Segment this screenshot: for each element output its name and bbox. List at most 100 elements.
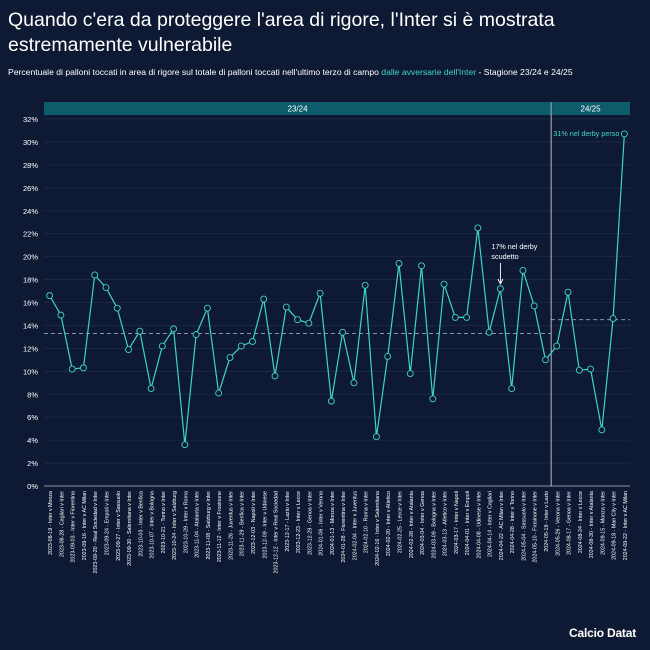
data-point — [372, 433, 380, 441]
chart-title: Quando c'era da proteggere l'area di rig… — [8, 9, 555, 56]
y-tick-label: 2% — [27, 459, 38, 468]
x-tick-label: 2024-08-17 - Genoa v Inter — [567, 491, 573, 555]
x-tick-label: 2023-12-29 - Genoa v Inter — [307, 491, 313, 555]
x-tick-label: 2024-05-19 - Inter v Lazio — [544, 491, 550, 552]
data-point — [316, 289, 324, 297]
subtitle-text: Percentuale di palloni toccati in area d… — [8, 67, 382, 77]
data-point — [125, 346, 132, 353]
y-tick-label: 30% — [23, 138, 38, 147]
data-point — [519, 266, 527, 274]
x-tick-label: 2024-01-28 - Fiorentina v Inter — [341, 491, 347, 563]
data-point — [463, 313, 471, 321]
x-tick-label: 2024-03-13 - Atletico v Inter — [443, 491, 449, 556]
x-tick-label: 2023-09-20 - Real Sociedad v Inter — [93, 491, 99, 574]
x-tick-label: 2024-09-18 - Man City v Inter — [612, 491, 618, 560]
y-tick-label: 24% — [23, 207, 38, 216]
x-tick-label: 2024-01-06 - Inter v Verona — [319, 491, 325, 556]
data-point — [553, 342, 561, 350]
data-point — [170, 325, 178, 333]
data-point — [384, 352, 392, 360]
data-point — [339, 328, 347, 336]
x-tick-label: 2024-01-13 - Monza v Inter — [330, 491, 336, 555]
subtitle-highlight: dalle avversarie dell'Inter — [381, 67, 477, 77]
x-tick-label: 2024-02-10 - Roma v Inter — [364, 491, 370, 553]
x-tick-label: 2024-02-04 - Inter v Juventus — [352, 491, 358, 561]
data-point — [226, 354, 234, 361]
x-tick-label: 2024-04-22 - AC Milan v Inter — [499, 491, 505, 560]
data-point — [79, 364, 87, 372]
x-tick-label: 2023-11-29 - Benfica v Inter — [240, 491, 246, 557]
x-tick-label: 2023-10-21 - Torino v Inter — [161, 491, 167, 554]
data-point — [102, 284, 110, 292]
data-point — [203, 304, 211, 312]
data-point — [620, 130, 628, 138]
data-point — [260, 295, 268, 303]
data-point — [68, 365, 76, 373]
y-tick-label: 6% — [27, 413, 38, 422]
data-point — [485, 328, 493, 336]
x-tick-label: 2023-10-03 - Inter v Benfica — [138, 491, 144, 557]
y-tick-label: 28% — [23, 161, 38, 170]
data-point — [418, 262, 425, 270]
annotation-arrowhead — [497, 278, 504, 286]
x-tick-label: 2024-03-04 - Inter v Genoa — [420, 491, 426, 555]
y-tick-label: 16% — [23, 299, 38, 308]
y-tick-label: 8% — [27, 390, 38, 399]
x-tick-label: 2024-02-25 - Lecce v Inter — [397, 491, 403, 553]
x-tick-label: 2023-11-12 - Inter v Frosinone — [217, 491, 223, 562]
data-point — [158, 342, 166, 350]
y-tick-label: 26% — [23, 184, 38, 193]
x-tick-label: 2023-12-17 - Lazio v Inter — [285, 491, 291, 552]
x-tick-label: 2023-09-27 - Inter v Sassuolo — [116, 491, 122, 561]
x-tick-label: 2023-09-24 - Empoli v Inter — [104, 491, 110, 555]
x-tick-label: 2023-09-30 - Salernitana v Inter — [127, 491, 133, 566]
data-point — [496, 285, 504, 293]
data-point — [46, 292, 54, 300]
data-point — [361, 281, 369, 289]
x-tick-label: 2023-12-23 - Inter v Lecce — [296, 491, 302, 553]
subtitle-season: - Stagione 23/24 e 24/25 — [476, 67, 573, 77]
data-point — [609, 315, 617, 323]
data-point — [587, 365, 595, 373]
x-tick-label: 2024-02-20 - Inter v Atletico — [386, 491, 392, 556]
data-point — [282, 303, 290, 311]
data-point — [474, 224, 482, 232]
x-tick-label: 2024-05-04 - Sassuolo v Inter — [521, 491, 527, 561]
data-point — [271, 372, 279, 380]
x-tick-label: 2023-09-16 - Inter v AC Milan — [82, 491, 88, 560]
annotation-derby-scudetto: 17% nel derby — [491, 242, 537, 251]
x-tick-label: 2023-11-04 - Atalanta v Inter — [195, 491, 201, 558]
data-point — [598, 426, 606, 434]
brand-logo: Calcio Datat — [569, 626, 636, 640]
x-tick-label: 2023-11-26 - Juventus v Inter — [228, 491, 234, 560]
x-tick-label: 2024-04-14 - Inter v Cagliari — [488, 491, 494, 557]
y-tick-label: 4% — [27, 436, 38, 445]
data-point — [136, 327, 144, 335]
x-tick-label: 2024-08-30 - Inter v Atalanta — [589, 491, 595, 558]
x-tick-label: 2023-12-09 - Inter v Udinese — [262, 491, 268, 558]
data-point — [440, 280, 448, 288]
data-point — [113, 304, 121, 312]
x-tick-label: 2024-08-24 - Inter v Lecce — [578, 491, 584, 553]
season-band — [44, 102, 552, 115]
data-point — [237, 342, 245, 350]
data-point — [192, 331, 200, 339]
data-point — [451, 313, 459, 321]
season-label: 24/25 — [581, 105, 602, 114]
x-tick-label: 2023-08-28 - Cagliari v Inter — [59, 491, 65, 557]
season-band — [552, 102, 630, 115]
data-point — [327, 397, 335, 405]
x-tick-label: 2024-09-22 - Inter v AC Milan — [623, 491, 629, 560]
data-point — [249, 338, 256, 345]
data-point — [181, 441, 189, 449]
x-tick-label: 2023-10-24 - Inter v Salzburg — [172, 491, 178, 560]
data-point — [147, 385, 155, 392]
annotation-derby-perso: 31% nel derby perso — [553, 129, 619, 138]
x-tick-label: 2024-03-09 - Bologna v Inter — [431, 491, 437, 559]
data-point — [575, 366, 583, 374]
x-tick-label: 2023-09-03 - Inter v Fiorentina — [71, 491, 77, 563]
data-point — [406, 370, 414, 378]
x-tick-label: 2023-10-29 - Inter v Roma — [183, 491, 189, 553]
x-tick-label: 2023-12-12 - Inter v Real Sociedad — [274, 491, 280, 573]
